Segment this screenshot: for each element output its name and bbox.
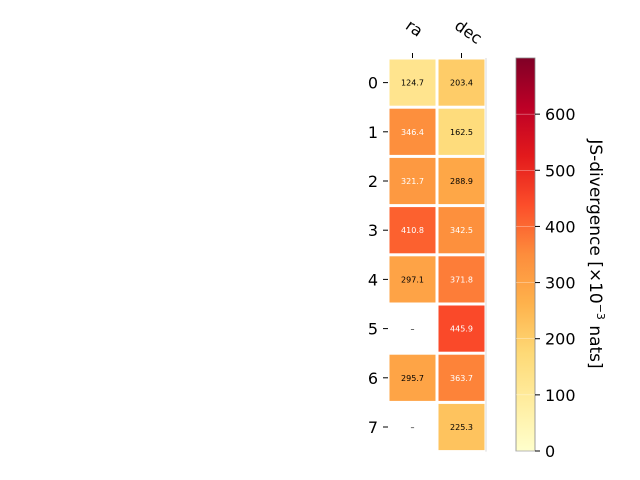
cell-label-dec-2: 288.9 [450,177,473,186]
colorbar-label-tail: nats] [585,320,605,369]
cell-label-dec-1: 162.5 [450,128,473,137]
heatmap-cell-ra-2 [389,157,436,205]
cell-label-dec-7: 225.3 [450,423,473,432]
heatmap-cell-ra-4 [389,256,436,303]
colorbar-tick-label-100: 100 [545,386,576,405]
colorbar-tick-label-600: 600 [545,105,576,124]
heatmap-cell-ra-3 [389,207,436,254]
heatmap-cell-dec-6 [438,354,485,401]
row-label-0: 0 [368,74,378,93]
cell-label-ra-6: 295.7 [401,374,424,383]
heatmap-cell-ra-6 [389,354,436,401]
row-label-3: 3 [368,221,378,240]
colorbar-label: JS-divergence [×10−3 nats] [585,138,607,368]
cell-label-ra-2: 321.7 [401,177,424,186]
row-label-7: 7 [368,418,378,437]
cell-label-ra-7: – [411,423,415,432]
cell-label-dec-5: 445.9 [450,325,473,334]
column-label-ra: ra [402,16,426,41]
row-labels: 0 1 2 3 4 5 6 7 [368,74,388,437]
colorbar-tick-label-300: 300 [545,274,576,293]
colorbar: 0 100 200 300 400 500 600 JS-divergence [×10−3… [515,57,607,461]
colorbar-label-exponent: −3 [594,304,607,320]
heatmap-cell-dec-1 [438,108,485,155]
row-label-6: 6 [368,369,378,388]
heatmap-cell-dec-7 [438,403,485,451]
row-label-5: 5 [368,320,378,339]
row-label-1: 1 [368,123,378,142]
cell-label-dec-3: 342.5 [450,226,473,235]
colorbar-tick-label-500: 500 [545,161,576,180]
heatmap-cell-ra-1 [389,108,436,155]
row-label-4: 4 [368,270,378,289]
colorbar-tick-label-200: 200 [545,330,576,349]
heatmap-cells: 124.7 203.4 346.4 162.5 321.7 288.9 410.8 342.5… [389,58,487,452]
heatmap-cell-dec-3 [438,207,485,254]
heatmap-cell-ra-0 [389,59,436,106]
column-label-dec: dec [451,16,485,48]
cell-label-ra-5: – [411,325,415,334]
cell-label-ra-1: 346.4 [401,128,424,137]
cell-label-ra-0: 124.7 [401,79,424,88]
column-labels: ra dec [402,16,486,58]
heatmap-cell-dec-4 [438,256,485,303]
cell-label-dec-0: 203.4 [450,79,473,88]
heatmap-cell-dec-0 [438,59,485,106]
colorbar-ticks: 0 100 200 300 400 500 600 [516,105,576,461]
heatmap-cell-dec-2 [438,157,485,205]
colorbar-gradient [515,57,536,452]
cell-label-dec-6: 363.7 [450,374,473,383]
colorbar-tick-label-0: 0 [545,442,555,461]
cell-label-dec-4: 371.8 [450,275,473,284]
cell-label-ra-4: 297.1 [401,275,424,284]
cell-label-ra-3: 410.8 [401,226,424,235]
colorbar-tick-label-400: 400 [545,217,576,236]
heatmap-cell-dec-5 [438,305,485,352]
row-label-2: 2 [368,172,378,191]
